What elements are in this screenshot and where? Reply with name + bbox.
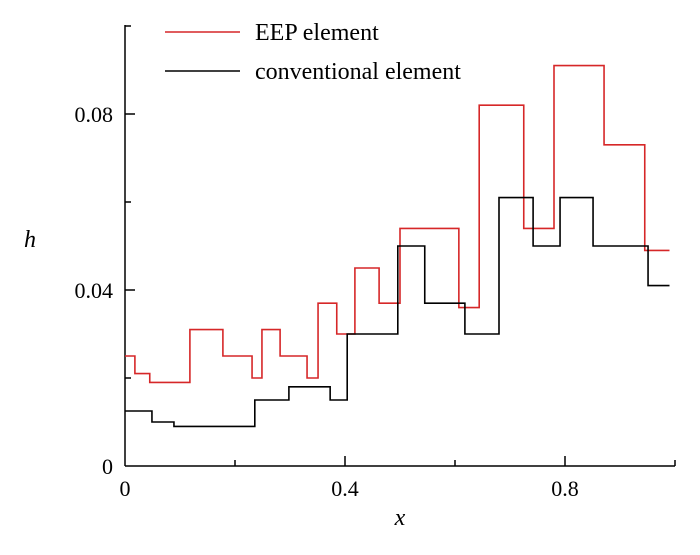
x-tick-label: 0	[120, 476, 131, 501]
y-tick-label: 0.08	[75, 102, 114, 127]
x-tick-label: 0.4	[331, 476, 359, 501]
series-line-eep	[125, 64, 670, 384]
series-line-conventional	[125, 196, 670, 428]
legend-label: EEP element	[255, 20, 379, 46]
y-axis-label: h	[24, 227, 36, 253]
x-tick-label: 0.8	[551, 476, 579, 501]
axes: 0 0.4 0.8 0 0.04 0.08	[75, 25, 676, 501]
y-tick-label: 0.04	[75, 278, 114, 303]
series-group	[125, 64, 670, 428]
x-axis-label: x	[394, 505, 406, 531]
legend-label: conventional element	[255, 59, 461, 85]
legend: EEP element conventional element	[165, 20, 461, 85]
y-tick-label: 0	[102, 454, 113, 479]
